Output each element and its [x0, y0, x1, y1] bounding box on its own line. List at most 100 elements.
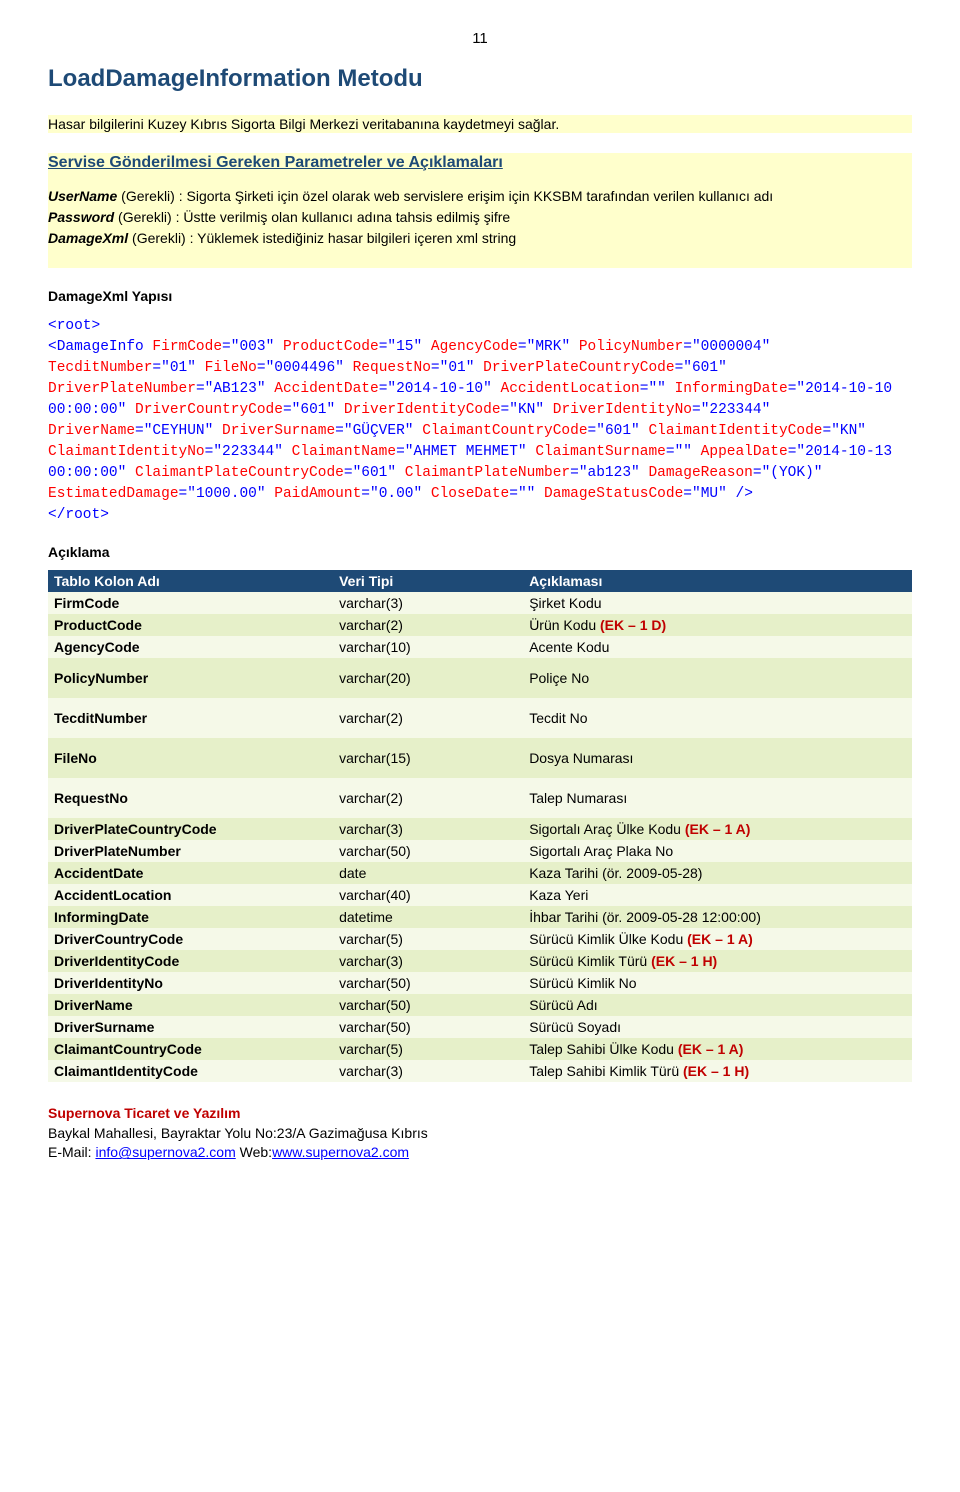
table-row: InformingDatedatetimeİhbar Tarihi (ör. 2… [48, 906, 912, 928]
cell-name: DriverIdentityCode [48, 950, 333, 972]
structure-header: DamageXml Yapısı [48, 288, 912, 304]
cell-type: datetime [333, 906, 523, 928]
table-row: DriverPlateNumbervarchar(50)Sigortalı Ar… [48, 840, 912, 862]
table-row: DriverIdentityCodevarchar(3)Sürücü Kimli… [48, 950, 912, 972]
cell-name: InformingDate [48, 906, 333, 928]
cell-type: varchar(2) [333, 778, 523, 818]
page-number: 11 [48, 30, 912, 47]
table-row: ClaimantIdentityCodevarchar(3)Talep Sahi… [48, 1060, 912, 1082]
cell-type: varchar(5) [333, 928, 523, 950]
cell-desc: Sürücü Soyadı [523, 1016, 912, 1038]
page-title: LoadDamageInformation Metodu [48, 65, 912, 93]
table-row: ProductCodevarchar(2)Ürün Kodu (EK – 1 D… [48, 614, 912, 636]
cell-name: FileNo [48, 738, 333, 778]
cell-name: FirmCode [48, 592, 333, 614]
cell-desc: Talep Sahibi Ülke Kodu (EK – 1 A) [523, 1038, 912, 1060]
params-block: Servise Gönderilmesi Gereken Parametrele… [48, 153, 912, 268]
footer-email-label: E-Mail: [48, 1144, 95, 1160]
table-row: RequestNovarchar(2)Talep Numarası [48, 778, 912, 818]
table-row: AccidentDatedateKaza Tarihi (ör. 2009-05… [48, 862, 912, 884]
cell-desc: Talep Sahibi Kimlik Türü (EK – 1 H) [523, 1060, 912, 1082]
cell-name: ClaimantIdentityCode [48, 1060, 333, 1082]
aciklama-header: Açıklama [48, 544, 912, 560]
th-desc: Açıklaması [523, 570, 912, 592]
cell-desc: İhbar Tarihi (ör. 2009-05-28 12:00:00) [523, 906, 912, 928]
cell-type: varchar(50) [333, 994, 523, 1016]
section-title: Servise Gönderilmesi Gereken Parametrele… [48, 154, 912, 172]
table-header-row: Tablo Kolon Adı Veri Tipi Açıklaması [48, 570, 912, 592]
table-row: DriverSurnamevarchar(50)Sürücü Soyadı [48, 1016, 912, 1038]
cell-desc: Sürücü Adı [523, 994, 912, 1016]
param-damagexml-note: (Gerekli) : Yüklemek istediğiniz hasar b… [132, 230, 516, 246]
cell-type: varchar(15) [333, 738, 523, 778]
cell-type: varchar(2) [333, 614, 523, 636]
cell-type: varchar(20) [333, 658, 523, 698]
cell-type: varchar(2) [333, 698, 523, 738]
param-username-label: UserName [48, 188, 117, 204]
cell-name: ProductCode [48, 614, 333, 636]
cell-name: RequestNo [48, 778, 333, 818]
table-row: FirmCodevarchar(3)Şirket Kodu [48, 592, 912, 614]
param-password-note: (Gerekli) : Üstte verilmiş olan kullanıc… [118, 209, 510, 225]
table-row: AccidentLocationvarchar(40)Kaza Yeri [48, 884, 912, 906]
th-type: Veri Tipi [333, 570, 523, 592]
table-row: DriverIdentityNovarchar(50)Sürücü Kimlik… [48, 972, 912, 994]
cell-name: ClaimantCountryCode [48, 1038, 333, 1060]
table-row: FileNovarchar(15)Dosya Numarası [48, 738, 912, 778]
param-username-note: (Gerekli) : Sigorta Şirketi için özel ol… [121, 188, 773, 204]
cell-type: varchar(3) [333, 592, 523, 614]
footer-web-label: Web: [236, 1144, 272, 1160]
table-row: PolicyNumbervarchar(20)Poliçe No [48, 658, 912, 698]
param-damagexml-label: DamageXml [48, 230, 128, 246]
footer-company: Supernova Ticaret ve Yazılım [48, 1104, 912, 1124]
th-col: Tablo Kolon Adı [48, 570, 333, 592]
cell-type: varchar(10) [333, 636, 523, 658]
cell-name: AccidentDate [48, 862, 333, 884]
cell-desc: Sürücü Kimlik No [523, 972, 912, 994]
cell-desc: Sigortalı Araç Ülke Kodu (EK – 1 A) [523, 818, 912, 840]
cell-type: varchar(5) [333, 1038, 523, 1060]
cell-desc: Talep Numarası [523, 778, 912, 818]
cell-desc: Sigortalı Araç Plaka No [523, 840, 912, 862]
footer-email-link[interactable]: info@supernova2.com [95, 1144, 235, 1160]
cell-desc: Tecdit No [523, 698, 912, 738]
cell-name: TecditNumber [48, 698, 333, 738]
intro-text: Hasar bilgilerini Kuzey Kıbrıs Sigorta B… [48, 116, 559, 132]
cell-desc: Kaza Yeri [523, 884, 912, 906]
table-row: TecditNumbervarchar(2)Tecdit No [48, 698, 912, 738]
cell-name: DriverName [48, 994, 333, 1016]
cell-type: varchar(40) [333, 884, 523, 906]
cell-type: varchar(50) [333, 1016, 523, 1038]
cell-name: AccidentLocation [48, 884, 333, 906]
footer-address: Baykal Mahallesi, Bayraktar Yolu No:23/A… [48, 1124, 912, 1144]
table-row: DriverNamevarchar(50)Sürücü Adı [48, 994, 912, 1016]
cell-type: varchar(3) [333, 818, 523, 840]
footer-web-link[interactable]: www.supernova2.com [272, 1144, 409, 1160]
cell-name: DriverPlateCountryCode [48, 818, 333, 840]
cell-desc: Sürücü Kimlik Ülke Kodu (EK – 1 A) [523, 928, 912, 950]
cell-desc: Dosya Numarası [523, 738, 912, 778]
param-list: UserName (Gerekli) : Sigorta Şirketi içi… [48, 186, 912, 249]
table-row: ClaimantCountryCodevarchar(5)Talep Sahib… [48, 1038, 912, 1060]
cell-type: varchar(50) [333, 972, 523, 994]
cell-name: DriverCountryCode [48, 928, 333, 950]
cell-name: PolicyNumber [48, 658, 333, 698]
cell-type: varchar(50) [333, 840, 523, 862]
cell-type: varchar(3) [333, 1060, 523, 1082]
fields-table: Tablo Kolon Adı Veri Tipi Açıklaması Fir… [48, 570, 912, 1082]
intro-block: Hasar bilgilerini Kuzey Kıbrıs Sigorta B… [48, 115, 912, 133]
xml-code: <root><DamageInfo FirmCode="003" Product… [48, 316, 912, 526]
table-row: DriverPlateCountryCodevarchar(3)Sigortal… [48, 818, 912, 840]
table-row: DriverCountryCodevarchar(5)Sürücü Kimlik… [48, 928, 912, 950]
footer: Supernova Ticaret ve Yazılım Baykal Maha… [48, 1104, 912, 1163]
cell-desc: Poliçe No [523, 658, 912, 698]
cell-type: varchar(3) [333, 950, 523, 972]
cell-desc: Acente Kodu [523, 636, 912, 658]
table-row: AgencyCodevarchar(10)Acente Kodu [48, 636, 912, 658]
cell-name: DriverIdentityNo [48, 972, 333, 994]
cell-name: DriverPlateNumber [48, 840, 333, 862]
cell-desc: Şirket Kodu [523, 592, 912, 614]
cell-name: DriverSurname [48, 1016, 333, 1038]
cell-desc: Ürün Kodu (EK – 1 D) [523, 614, 912, 636]
cell-desc: Sürücü Kimlik Türü (EK – 1 H) [523, 950, 912, 972]
